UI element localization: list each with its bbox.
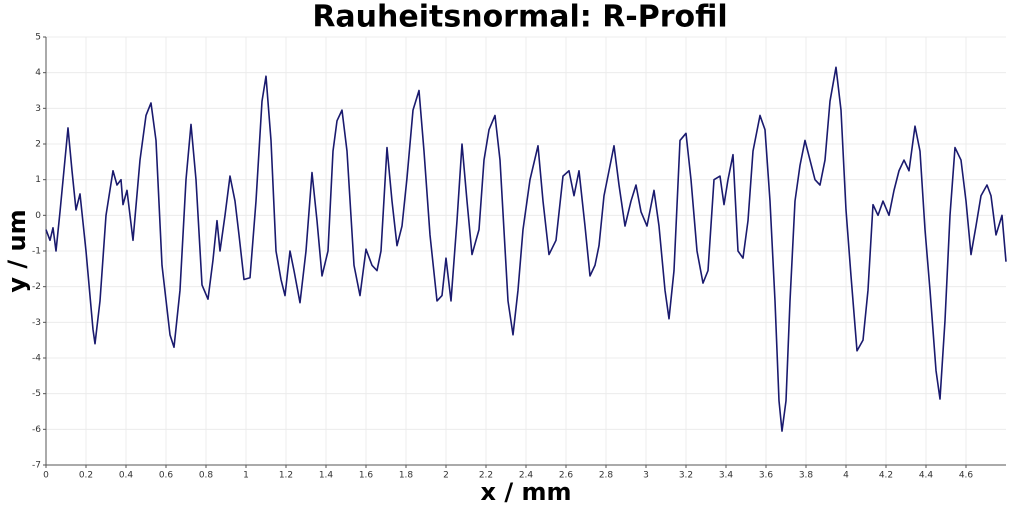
x-axis-label: x / mm	[481, 478, 572, 506]
x-tick-label: 4.6	[959, 471, 974, 481]
x-tick-label: 0.6	[159, 471, 174, 481]
y-tick-label: -4	[32, 354, 41, 364]
x-tick-label: 4.4	[919, 471, 934, 481]
y-axis-label: y / um	[3, 209, 31, 292]
x-tick-label: 3.8	[799, 471, 814, 481]
x-tick-label: 3.4	[719, 471, 734, 481]
x-tick-label: 4	[843, 471, 849, 481]
x-tick-label: 2.8	[599, 471, 614, 481]
x-tick-label: 1.6	[359, 471, 374, 481]
x-tick-label: 0.8	[199, 471, 214, 481]
x-tick-label: 1.8	[399, 471, 414, 481]
x-tick-label: 2	[443, 471, 449, 481]
y-tick-label: 5	[35, 33, 41, 43]
y-tick-label: -5	[32, 389, 41, 399]
chart-title: Rauheitsnormal: R-Profil	[312, 0, 727, 35]
x-tick-label: 2.2	[479, 471, 493, 481]
x-tick-label: 1.2	[279, 471, 293, 481]
y-tick-label: -2	[32, 282, 41, 292]
y-tick-label: -3	[32, 318, 41, 328]
x-tick-label: 1	[243, 471, 249, 481]
x-tick-label: 3.6	[759, 471, 774, 481]
x-tick-label: 0	[43, 471, 49, 481]
y-tick-label: 1	[35, 175, 41, 185]
x-tick-label: 0.2	[79, 471, 93, 481]
x-tick-label: 4.2	[879, 471, 893, 481]
y-tick-label: -1	[32, 247, 41, 257]
x-tick-label: 0.4	[119, 471, 134, 481]
y-tick-label: 0	[35, 211, 41, 221]
x-tick-label: 2.6	[559, 471, 574, 481]
x-tick-label: 3	[643, 471, 649, 481]
y-tick-label: 2	[35, 140, 41, 150]
y-tick-label: 3	[35, 104, 41, 114]
y-tick-label: -6	[32, 425, 41, 435]
x-tick-label: 2.4	[519, 471, 534, 481]
y-tick-label: 4	[35, 68, 41, 78]
y-tick-label: -7	[32, 461, 41, 471]
profile-line	[45, 66, 1007, 432]
x-tick-label: 3.2	[679, 471, 693, 481]
x-tick-label: 1.4	[319, 471, 334, 481]
